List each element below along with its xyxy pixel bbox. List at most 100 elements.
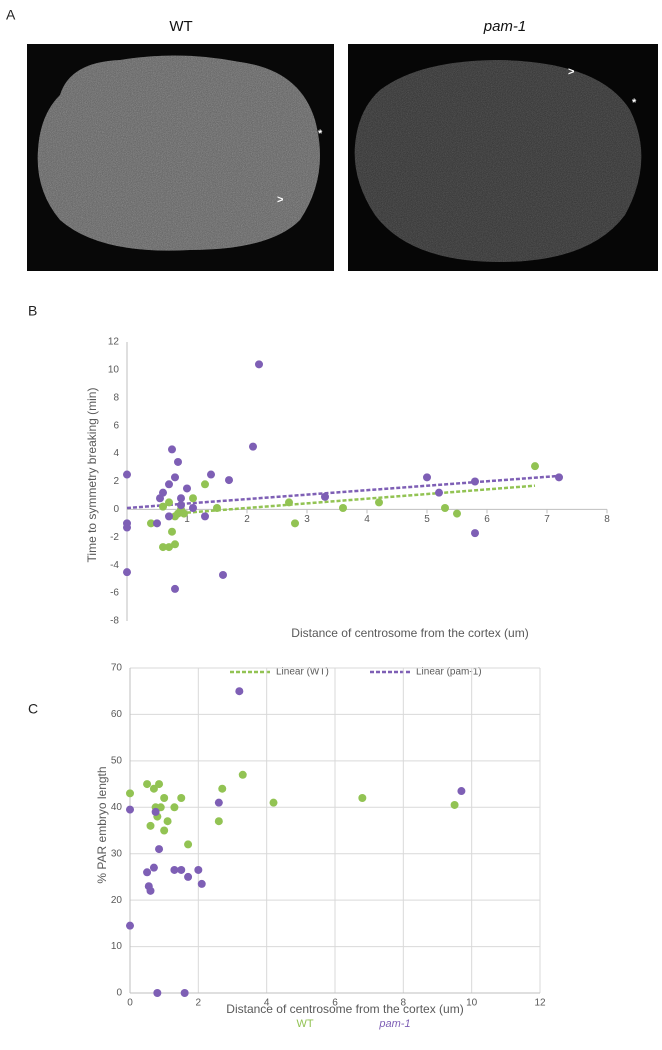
y-tick-label: 4	[113, 448, 119, 459]
trendline	[174, 484, 536, 515]
data-point	[160, 794, 169, 802]
data-point	[321, 492, 329, 501]
data-point	[358, 794, 367, 802]
data-point	[126, 921, 134, 930]
x-tick-label: 12	[534, 998, 546, 1009]
y-axis-title: % PAR embryo length	[95, 766, 109, 883]
y-tick-label: 8	[113, 392, 119, 403]
data-point	[189, 504, 197, 513]
x-tick-label: 7	[544, 514, 550, 525]
y-tick-label: 12	[108, 337, 120, 348]
data-point	[269, 798, 278, 807]
data-point	[171, 540, 179, 549]
data-point	[165, 498, 173, 507]
data-point	[555, 473, 563, 482]
data-point	[177, 501, 185, 510]
y-tick-label: 0	[113, 504, 119, 515]
legend-label: Linear (pam-1)	[416, 667, 482, 678]
micrograph: * >	[27, 44, 334, 271]
x-tick-label: 1	[184, 514, 190, 525]
data-point	[189, 494, 197, 503]
y-tick-label: 60	[111, 709, 123, 720]
data-point	[126, 805, 134, 814]
data-point	[170, 803, 179, 812]
x-tick-label: 4	[364, 514, 370, 525]
y-tick-label: 50	[111, 755, 123, 766]
data-point	[123, 523, 131, 532]
data-point	[155, 845, 164, 854]
data-point	[165, 543, 173, 552]
image-title: pam-1	[483, 18, 527, 35]
trendline	[126, 474, 560, 510]
data-point	[285, 498, 293, 507]
data-point	[159, 502, 167, 511]
data-point	[171, 473, 179, 482]
image-title: WT	[169, 18, 192, 35]
x-axis-title: Distance of centrosome from the cortex (…	[291, 626, 528, 640]
data-point	[180, 989, 189, 997]
data-point	[149, 784, 158, 793]
x-tick-label: 2	[244, 514, 250, 525]
data-point	[214, 817, 223, 826]
y-tick-label: 20	[111, 895, 123, 906]
data-point	[225, 476, 233, 485]
data-point	[146, 886, 155, 895]
data-point	[155, 780, 164, 789]
annotation: *	[318, 128, 323, 140]
x-tick-label: 4	[264, 998, 270, 1009]
data-point	[194, 865, 203, 874]
data-point	[183, 484, 191, 493]
annotation: *	[632, 97, 637, 109]
x-tick-label: 6	[332, 998, 338, 1009]
y-tick-label: 0	[116, 988, 122, 999]
data-point	[165, 512, 173, 521]
x-axis-title: Distance of centrosome from the cortex (…	[226, 1002, 463, 1016]
data-point	[531, 462, 539, 471]
data-point	[153, 989, 162, 997]
y-tick-label: -6	[110, 588, 119, 599]
data-point	[160, 826, 169, 835]
data-point	[153, 519, 161, 528]
y-tick-label: -4	[110, 560, 119, 571]
data-point	[218, 784, 227, 793]
data-point	[123, 568, 131, 577]
data-point	[375, 498, 383, 507]
data-point	[339, 504, 347, 513]
data-point	[168, 445, 176, 454]
annotation: >	[277, 194, 283, 206]
data-point	[174, 457, 182, 466]
data-point	[213, 504, 221, 513]
data-point	[441, 504, 449, 513]
data-point	[163, 817, 172, 826]
data-point	[291, 519, 299, 528]
data-point	[146, 821, 155, 830]
legend-label: Linear (WT)	[276, 667, 329, 678]
data-point	[168, 527, 176, 536]
legend-label: pam-1	[378, 1018, 410, 1030]
micrograph: > *	[348, 44, 658, 271]
y-tick-label: 70	[111, 663, 123, 674]
data-point	[149, 863, 158, 872]
data-point	[197, 879, 206, 888]
x-tick-label: 10	[466, 998, 478, 1009]
data-point	[214, 798, 223, 807]
data-point	[143, 868, 152, 877]
panel-label: A	[6, 7, 16, 23]
data-point	[147, 519, 155, 528]
data-point	[201, 480, 209, 489]
data-point	[450, 800, 459, 809]
data-point	[255, 360, 263, 369]
x-tick-label: 3	[304, 514, 310, 525]
data-point	[238, 770, 247, 779]
data-point	[123, 470, 131, 479]
data-point	[471, 477, 479, 486]
x-tick-label: 6	[484, 514, 490, 525]
data-point	[180, 509, 188, 518]
data-point	[453, 509, 461, 518]
data-point	[177, 494, 185, 503]
y-tick-label: -2	[110, 532, 119, 543]
x-tick-label: 8	[401, 998, 407, 1009]
data-point	[170, 865, 179, 874]
data-point	[423, 473, 431, 482]
